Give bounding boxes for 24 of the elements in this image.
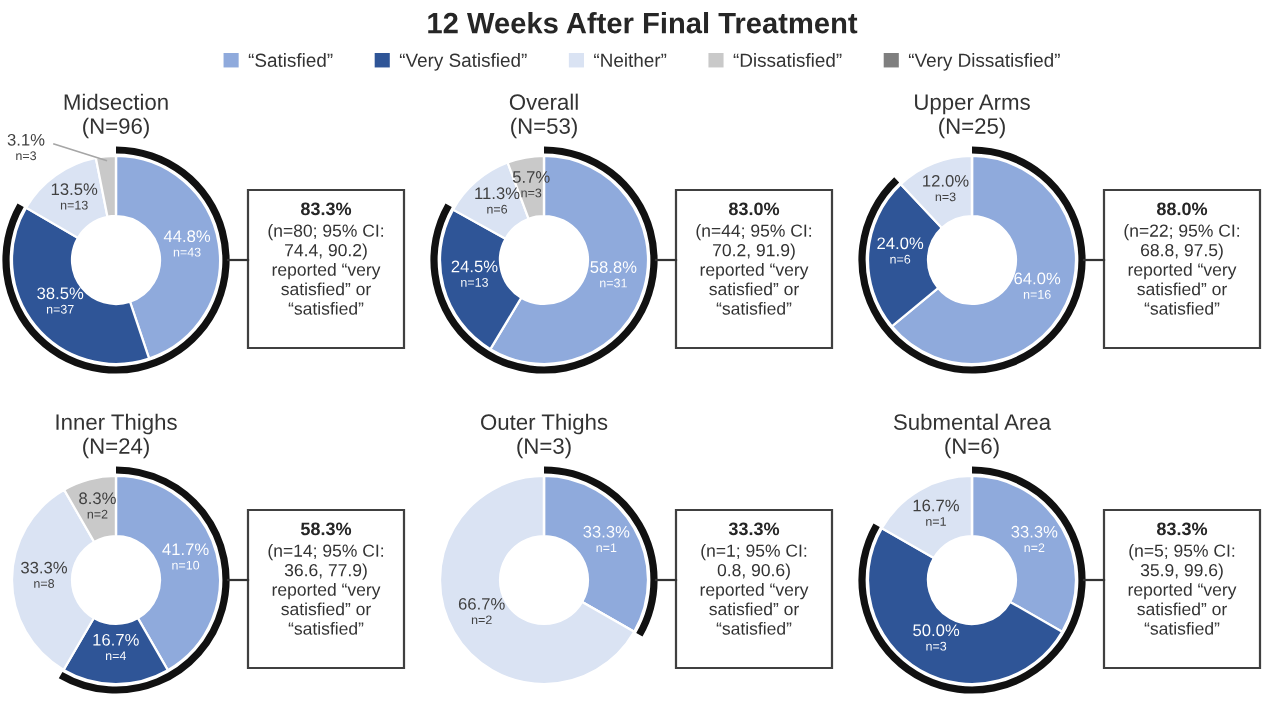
chart-title: Inner Thighs (N=24) (56, 413, 177, 459)
text: (n=22; 95% CI: 68.8, 97.5) reported “very satisfied” or “satisfied” (1124, 224, 1240, 315)
text: (n=5; 95% CI: 35.9, 99.6) reported “very satisfied” or “satisfied” (1128, 544, 1237, 635)
text: 83.3% (1156, 522, 1208, 536)
text: Midsection (N=96) (64, 93, 168, 139)
legend-label: “Satisfied” (248, 53, 333, 67)
text: 88.0% (1156, 202, 1208, 216)
legend-label: “Very Dissatisfied” (908, 53, 1060, 71)
legend-label: “Very Satisfied” (399, 53, 527, 71)
chart-title: Overall (N=53) (509, 93, 578, 139)
text: (n=80; 95% CI: 74.4, 90.2) reported “very satisfied” or “satisfied” (268, 224, 384, 315)
text: 33.3% (728, 522, 780, 536)
legend-label: “Neither” (594, 53, 667, 67)
text: (n=1; 95% CI: 0.8, 90.6) reported “very satisfied” or “satisfied” (700, 544, 809, 635)
text: 12 Weeks After Final Treatment (428, 12, 858, 34)
chart-title: Upper Arms (N=25) (915, 94, 1030, 139)
text: (n=14; 95% CI: 36.6, 77.9) reported “very satisfied” or “satisfied” (268, 544, 384, 635)
text: 58.3% (300, 522, 352, 536)
text: (n=44; 95% CI: 70.2, 91.9) reported “very satisfied” or “satisfied” (696, 224, 812, 315)
chart-title: Outer Thighs (N=3) (481, 413, 608, 459)
text: 83.3% (300, 202, 352, 216)
text: 83.0% (728, 202, 780, 216)
chart-title: Submental Area (N=6) (893, 413, 1052, 459)
legend-label: “Dissatisfied” (733, 53, 842, 67)
